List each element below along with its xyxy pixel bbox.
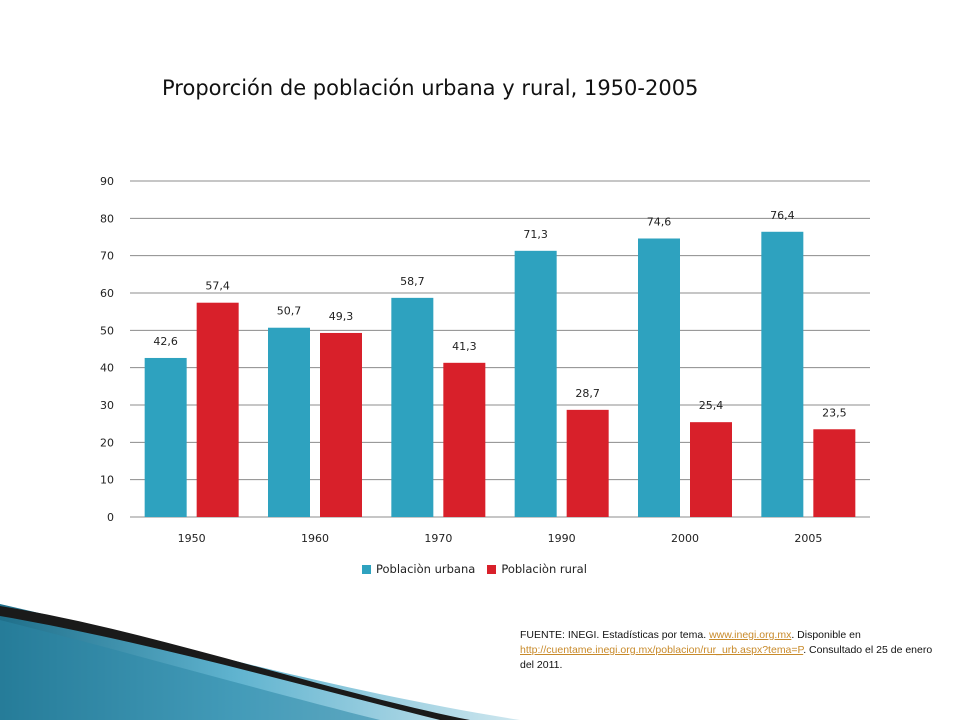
gridlines xyxy=(130,180,870,518)
bar-rural-1970 xyxy=(443,362,486,517)
data-label: 49,3 xyxy=(329,310,354,323)
data-label: 28,7 xyxy=(575,387,600,400)
y-tick-label: 0 xyxy=(107,511,114,524)
y-tick-label: 90 xyxy=(100,175,114,188)
bars xyxy=(144,231,856,518)
legend-swatch-rural xyxy=(487,564,497,574)
chart-title: Proporción de población urbana y rural, … xyxy=(162,76,699,100)
bar-chart: 42,6 57,4 50,7 49,3 58,7 41,3 71,3 28,7 74,6 25,4… xyxy=(100,175,870,545)
y-tick-label: 20 xyxy=(100,436,114,449)
source-note: FUENTE: INEGI. Estadísticas por tema. ww… xyxy=(520,628,940,673)
data-label: 74,6 xyxy=(647,215,672,228)
data-label: 23,5 xyxy=(822,406,847,419)
data-label: 50,7 xyxy=(277,305,302,318)
data-labels: 42,6 57,4 50,7 49,3 58,7 41,3 71,3 28,7 74,6 25,4… xyxy=(153,209,846,419)
data-label: 58,7 xyxy=(400,275,425,288)
y-tick-label: 60 xyxy=(100,287,114,300)
y-tick-label: 10 xyxy=(100,474,114,487)
y-tick-label: 80 xyxy=(100,212,114,225)
x-tick-label: 1950 xyxy=(178,532,206,545)
source-prefix: FUENTE: INEGI. Estadísticas por tema. xyxy=(520,629,710,641)
data-label: 42,6 xyxy=(153,335,178,348)
source-middle: . Disponible en xyxy=(791,629,861,641)
legend-item-rural: Poblaciòn rural xyxy=(487,562,587,576)
x-tick-label: 1990 xyxy=(548,532,576,545)
legend: Poblaciòn urbana Poblaciòn rural xyxy=(362,562,599,576)
axis-labels: 0 10 20 30 40 50 60 70 80 90 1950 1960 1970 1990 2000 2… xyxy=(100,175,822,545)
x-tick-label: 1970 xyxy=(424,532,452,545)
y-tick-label: 30 xyxy=(100,399,114,412)
bar-urban-2005 xyxy=(761,231,804,518)
y-tick-label: 70 xyxy=(100,250,114,263)
x-tick-label: 1960 xyxy=(301,532,329,545)
inegi-link[interactable]: www.inegi.org.mx xyxy=(709,629,792,641)
y-tick-label: 40 xyxy=(100,362,114,375)
legend-label-urban: Poblaciòn urbana xyxy=(376,562,476,576)
data-label: 41,3 xyxy=(452,340,477,353)
source-suffix: . Consultado el 25 de enero del 2011. xyxy=(520,644,933,671)
bar-rural-1950 xyxy=(196,302,239,517)
bar-urban-2000 xyxy=(638,238,680,517)
bar-urban-1990 xyxy=(514,250,557,517)
legend-item-urban: Poblaciòn urbana xyxy=(362,562,475,576)
y-tick-label: 50 xyxy=(100,324,114,337)
data-label: 25,4 xyxy=(699,399,724,412)
legend-label-rural: Poblaciòn rural xyxy=(501,562,587,576)
bar-urban-1970 xyxy=(391,297,434,517)
data-label: 76,4 xyxy=(770,209,795,222)
bar-rural-1960 xyxy=(320,332,362,517)
bar-rural-1990 xyxy=(566,409,609,517)
x-tick-label: 2000 xyxy=(671,532,699,545)
bar-rural-2000 xyxy=(690,422,732,517)
cuentame-link[interactable]: http://cuentame.inegi.org.mx/poblacion/r… xyxy=(520,644,804,656)
data-label: 71,3 xyxy=(523,228,548,241)
bar-urban-1950 xyxy=(144,357,187,517)
bar-rural-2005 xyxy=(813,429,856,517)
legend-swatch-urban xyxy=(362,564,371,574)
x-tick-label: 2005 xyxy=(794,532,822,545)
bar-urban-1960 xyxy=(268,327,310,517)
data-label: 57,4 xyxy=(205,280,230,293)
